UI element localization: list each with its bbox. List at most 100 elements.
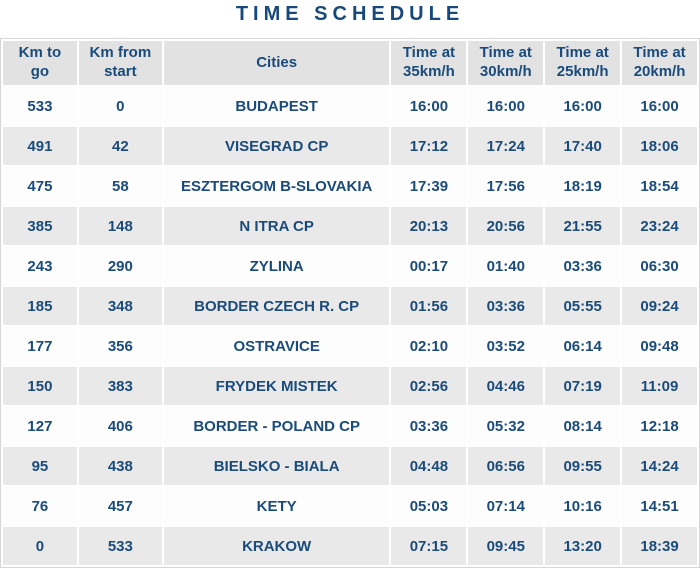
cell-time-35: 04:48 bbox=[391, 447, 467, 485]
cell-km-from-start: 457 bbox=[78, 487, 162, 525]
cell-time-20: 12:18 bbox=[622, 407, 697, 445]
cell-time-25: 16:00 bbox=[545, 87, 621, 125]
table-row: 76 457 KETY 05:03 07:14 10:16 14:51 bbox=[3, 487, 697, 525]
cell-time-35: 16:00 bbox=[391, 87, 467, 125]
table-row: 0 533 KRAKOW 07:15 09:45 13:20 18:39 bbox=[3, 527, 697, 565]
table-row: 127 406 BORDER - POLAND CP 03:36 05:32 0… bbox=[3, 407, 697, 445]
cell-km-from-start: 148 bbox=[78, 207, 162, 245]
table-row: 150 383 FRYDEK MISTEK 02:56 04:46 07:19 … bbox=[3, 367, 697, 405]
cell-km-from-start: 356 bbox=[78, 327, 162, 365]
cell-km-from-start: 58 bbox=[78, 167, 162, 205]
cell-time-35: 17:39 bbox=[391, 167, 467, 205]
cell-time-25: 03:36 bbox=[545, 247, 621, 285]
cell-km-from-start: 438 bbox=[78, 447, 162, 485]
cell-km-to-go: 76 bbox=[3, 487, 77, 525]
header-km-from-start: Km from start bbox=[78, 41, 162, 85]
cell-time-20: 09:24 bbox=[622, 287, 697, 325]
cell-km-from-start: 42 bbox=[78, 127, 162, 165]
cell-time-20: 18:06 bbox=[622, 127, 697, 165]
cell-city: N ITRA CP bbox=[163, 207, 390, 245]
table-row: 185 348 BORDER CZECH R. CP 01:56 03:36 0… bbox=[3, 287, 697, 325]
cell-km-to-go: 185 bbox=[3, 287, 77, 325]
cell-time-35: 02:56 bbox=[391, 367, 467, 405]
table-row: 177 356 OSTRAVICE 02:10 03:52 06:14 09:4… bbox=[3, 327, 697, 365]
page-title: TIME SCHEDULE bbox=[235, 3, 465, 25]
cell-km-to-go: 491 bbox=[3, 127, 77, 165]
cell-city: BIELSKO - BIALA bbox=[163, 447, 390, 485]
cell-time-20: 23:24 bbox=[622, 207, 697, 245]
cell-time-30: 17:56 bbox=[468, 167, 544, 205]
cell-km-from-start: 0 bbox=[78, 87, 162, 125]
cell-city: OSTRAVICE bbox=[163, 327, 390, 365]
cell-km-to-go: 243 bbox=[3, 247, 77, 285]
cell-time-30: 05:32 bbox=[468, 407, 544, 445]
cell-time-20: 18:54 bbox=[622, 167, 697, 205]
cell-time-30: 03:36 bbox=[468, 287, 544, 325]
header-km-to-go: Km to go bbox=[3, 41, 77, 85]
cell-time-25: 08:14 bbox=[545, 407, 621, 445]
cell-city: BORDER - POLAND CP bbox=[163, 407, 390, 445]
cell-time-30: 03:52 bbox=[468, 327, 544, 365]
cell-time-30: 20:56 bbox=[468, 207, 544, 245]
cell-time-30: 04:46 bbox=[468, 367, 544, 405]
header-row: Km to go Km from start Cities Time at 35… bbox=[3, 41, 697, 85]
table-row: 385 148 N ITRA CP 20:13 20:56 21:55 23:2… bbox=[3, 207, 697, 245]
cell-km-to-go: 385 bbox=[3, 207, 77, 245]
cell-time-30: 01:40 bbox=[468, 247, 544, 285]
table-row: 533 0 BUDAPEST 16:00 16:00 16:00 16:00 bbox=[3, 87, 697, 125]
cell-city: BORDER CZECH R. CP bbox=[163, 287, 390, 325]
cell-time-35: 02:10 bbox=[391, 327, 467, 365]
cell-time-20: 14:51 bbox=[622, 487, 697, 525]
cell-time-20: 11:09 bbox=[622, 367, 697, 405]
cell-time-20: 18:39 bbox=[622, 527, 697, 565]
cell-km-to-go: 127 bbox=[3, 407, 77, 445]
cell-city: KETY bbox=[163, 487, 390, 525]
cell-time-30: 06:56 bbox=[468, 447, 544, 485]
cell-time-20: 06:30 bbox=[622, 247, 697, 285]
cell-time-35: 01:56 bbox=[391, 287, 467, 325]
header-time-20kmh: Time at 20km/h bbox=[622, 41, 697, 85]
cell-time-35: 00:17 bbox=[391, 247, 467, 285]
cell-time-25: 13:20 bbox=[545, 527, 621, 565]
header-time-30kmh: Time at 30km/h bbox=[468, 41, 544, 85]
cell-time-20: 09:48 bbox=[622, 327, 697, 365]
header-time-25kmh: Time at 25km/h bbox=[545, 41, 621, 85]
cell-time-35: 17:12 bbox=[391, 127, 467, 165]
cell-time-35: 07:15 bbox=[391, 527, 467, 565]
cell-time-25: 17:40 bbox=[545, 127, 621, 165]
header-time-35kmh: Time at 35km/h bbox=[391, 41, 467, 85]
cell-time-25: 05:55 bbox=[545, 287, 621, 325]
cell-time-30: 09:45 bbox=[468, 527, 544, 565]
cell-time-35: 20:13 bbox=[391, 207, 467, 245]
cell-time-30: 16:00 bbox=[468, 87, 544, 125]
cell-time-25: 07:19 bbox=[545, 367, 621, 405]
cell-time-25: 21:55 bbox=[545, 207, 621, 245]
cell-time-30: 07:14 bbox=[468, 487, 544, 525]
cell-time-25: 06:14 bbox=[545, 327, 621, 365]
cell-km-to-go: 0 bbox=[3, 527, 77, 565]
cell-km-from-start: 348 bbox=[78, 287, 162, 325]
cell-time-30: 17:24 bbox=[468, 127, 544, 165]
cell-time-20: 16:00 bbox=[622, 87, 697, 125]
cell-city: BUDAPEST bbox=[163, 87, 390, 125]
cell-time-35: 05:03 bbox=[391, 487, 467, 525]
cell-time-35: 03:36 bbox=[391, 407, 467, 445]
table-row: 475 58 ESZTERGOM B-SLOVAKIA 17:39 17:56 … bbox=[3, 167, 697, 205]
cell-km-from-start: 290 bbox=[78, 247, 162, 285]
cell-km-to-go: 95 bbox=[3, 447, 77, 485]
cell-time-25: 18:19 bbox=[545, 167, 621, 205]
cell-city: ESZTERGOM B-SLOVAKIA bbox=[163, 167, 390, 205]
cell-km-from-start: 406 bbox=[78, 407, 162, 445]
cell-time-25: 09:55 bbox=[545, 447, 621, 485]
header-cities: Cities bbox=[163, 41, 390, 85]
cell-time-25: 10:16 bbox=[545, 487, 621, 525]
cell-km-to-go: 533 bbox=[3, 87, 77, 125]
cell-km-to-go: 475 bbox=[3, 167, 77, 205]
cell-km-from-start: 383 bbox=[78, 367, 162, 405]
table-row: 243 290 ZYLINA 00:17 01:40 03:36 06:30 bbox=[3, 247, 697, 285]
cell-city: KRAKOW bbox=[163, 527, 390, 565]
cell-city: FRYDEK MISTEK bbox=[163, 367, 390, 405]
table-row: 95 438 BIELSKO - BIALA 04:48 06:56 09:55… bbox=[3, 447, 697, 485]
cell-km-to-go: 177 bbox=[3, 327, 77, 365]
cell-km-from-start: 533 bbox=[78, 527, 162, 565]
